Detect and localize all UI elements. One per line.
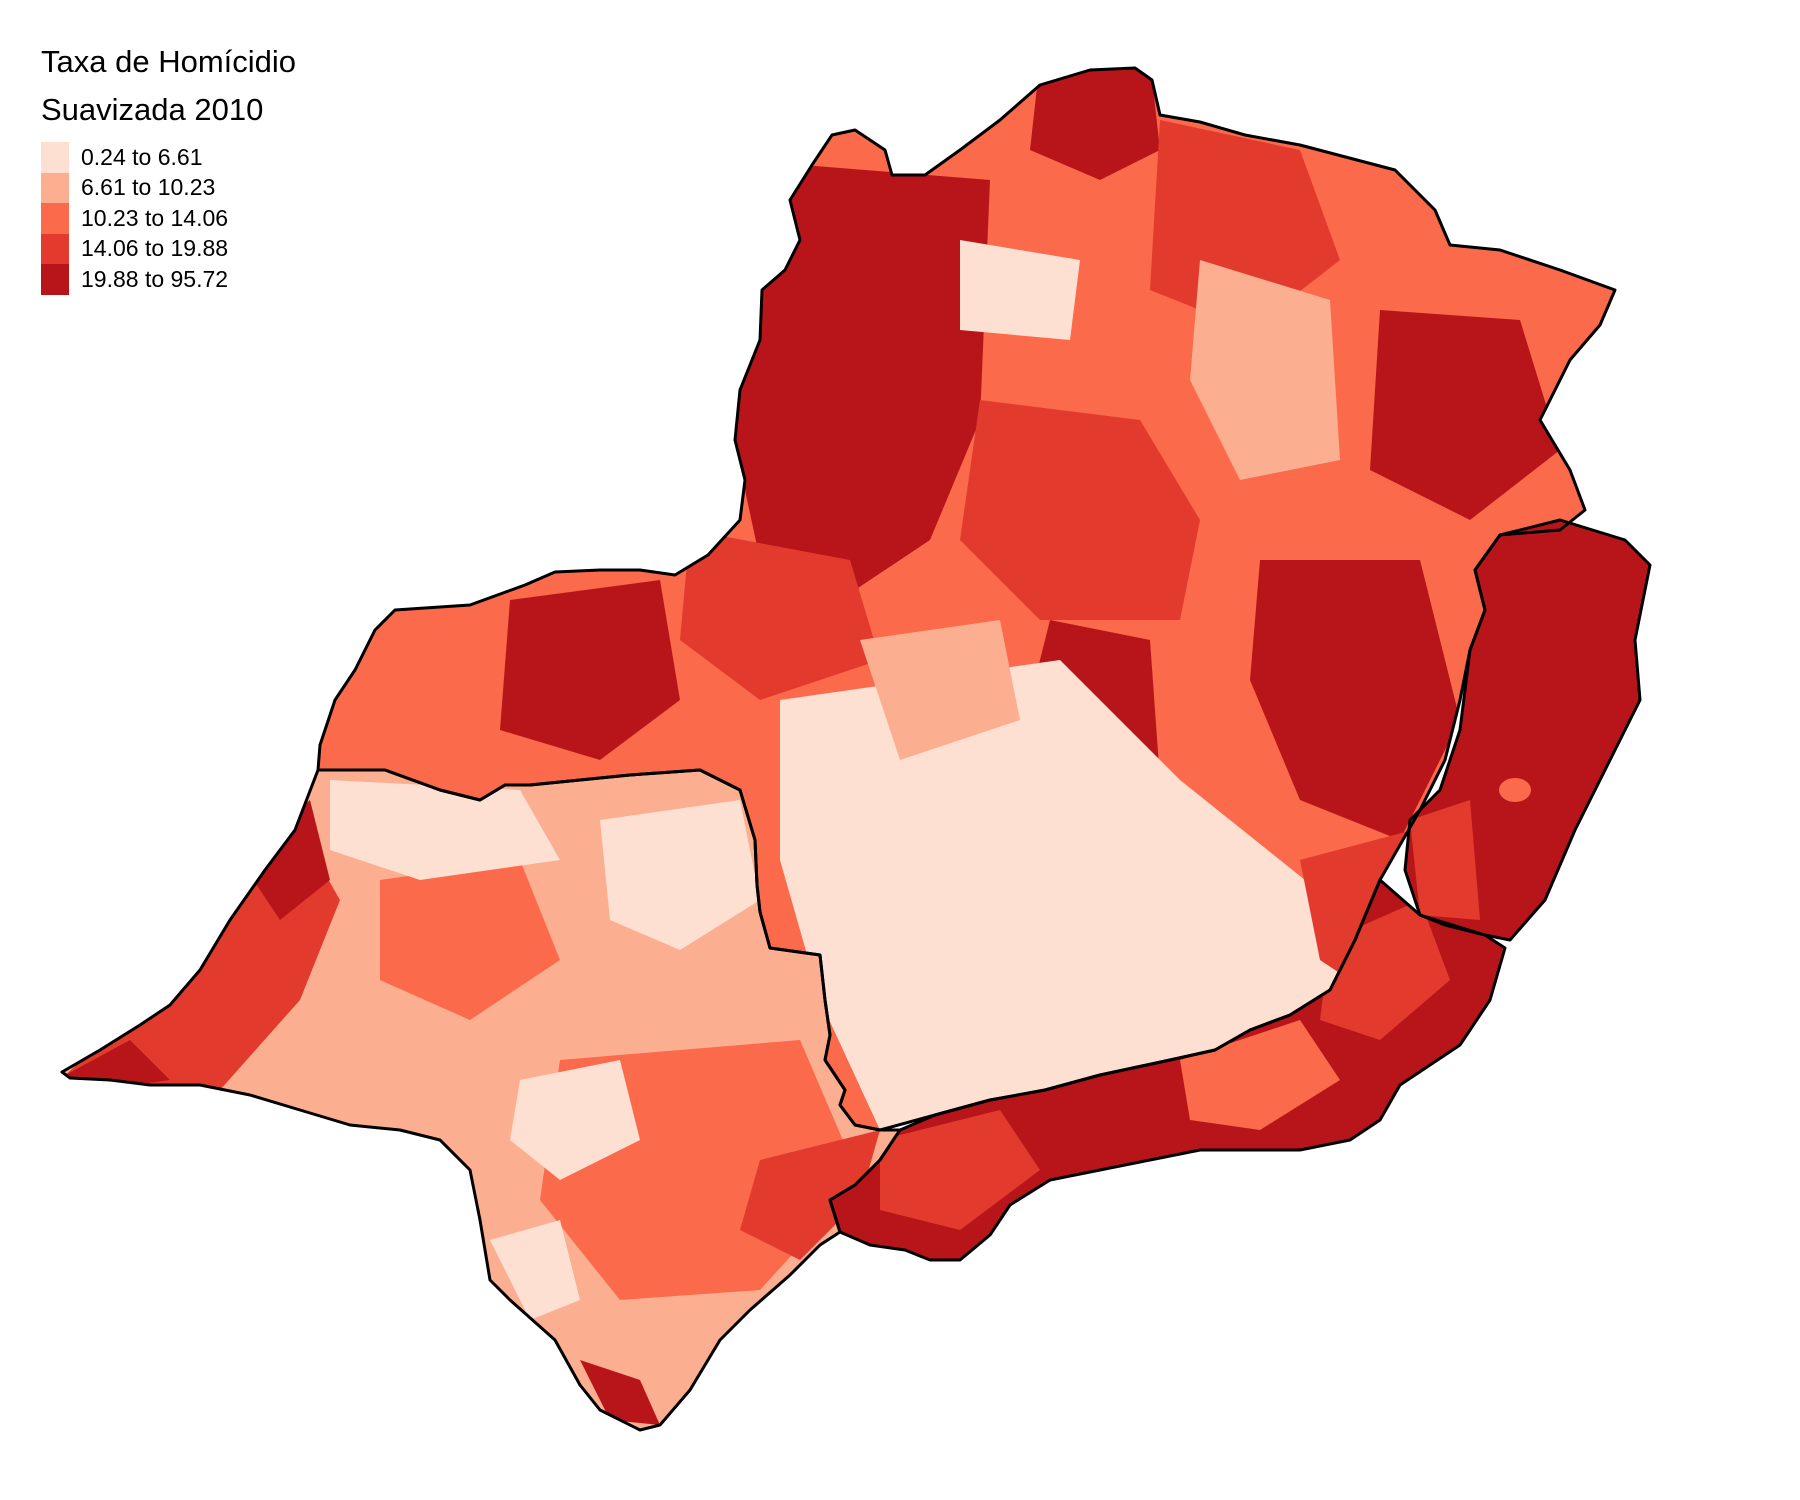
sp-center-salmon (380, 860, 560, 1020)
mg-southcenter-light (780, 660, 1360, 1130)
mg-northeast-dark (1370, 310, 1560, 520)
legend-row: 10.23 to 14.06 (41, 203, 296, 234)
legend-swatch (41, 203, 69, 234)
legend-title-line2: Suavizada 2010 (41, 92, 264, 127)
es-south-red (1410, 800, 1480, 920)
mg-westcenter-red (680, 530, 880, 700)
mg-north-dark (1030, 68, 1160, 180)
mg-south-salmon (860, 620, 1020, 760)
mg-northcenter-light (1190, 260, 1340, 480)
sp-east-light (600, 800, 760, 950)
region-minas-gerais (318, 68, 1615, 1130)
sp-coast-dark (580, 1360, 660, 1425)
legend-label: 19.88 to 95.72 (81, 265, 229, 292)
legend-label: 10.23 to 14.06 (81, 204, 229, 231)
mg-center-red (960, 400, 1200, 620)
sp-west-dark (240, 800, 330, 920)
mg-west-dark (500, 580, 680, 760)
mg-north-red (1150, 120, 1340, 330)
es-spot (1499, 778, 1531, 802)
state-borders (60, 66, 1652, 1432)
border-sao-paulo (60, 768, 902, 1432)
legend-items: 0.24 to 6.61 6.61 to 10.23 10.23 to 14.06 1… (41, 142, 296, 295)
sp-center-light (510, 1060, 640, 1180)
legend-title-line1: Taxa de Homícidio (41, 44, 297, 79)
rj-west-red (880, 1110, 1040, 1230)
legend-swatch (41, 142, 69, 173)
legend-row: 14.06 to 19.88 (41, 233, 296, 264)
legend-label: 0.24 to 6.61 (81, 143, 203, 170)
legend-label: 6.61 to 10.23 (81, 174, 216, 201)
mg-northlight (960, 240, 1080, 340)
legend-row: 19.88 to 95.72 (41, 264, 296, 295)
sp-southeast-red (740, 1130, 880, 1260)
mg-east-dark (1250, 560, 1460, 840)
mg-northwest-dark (730, 160, 990, 600)
sp-southwest-light (490, 1220, 580, 1320)
legend-swatch (41, 233, 69, 264)
map-legend: Taxa de Homícidio Suavizada 2010 0.24 to… (41, 38, 296, 295)
legend-row: 6.61 to 10.23 (41, 172, 296, 203)
border-rio-de-janeiro (828, 878, 1507, 1262)
sp-northcenter-light (330, 780, 560, 880)
legend-label: 14.06 to 19.88 (81, 235, 229, 262)
legend-swatch (41, 264, 69, 295)
legend-swatch (41, 172, 69, 203)
legend-row: 0.24 to 6.61 (41, 142, 296, 173)
